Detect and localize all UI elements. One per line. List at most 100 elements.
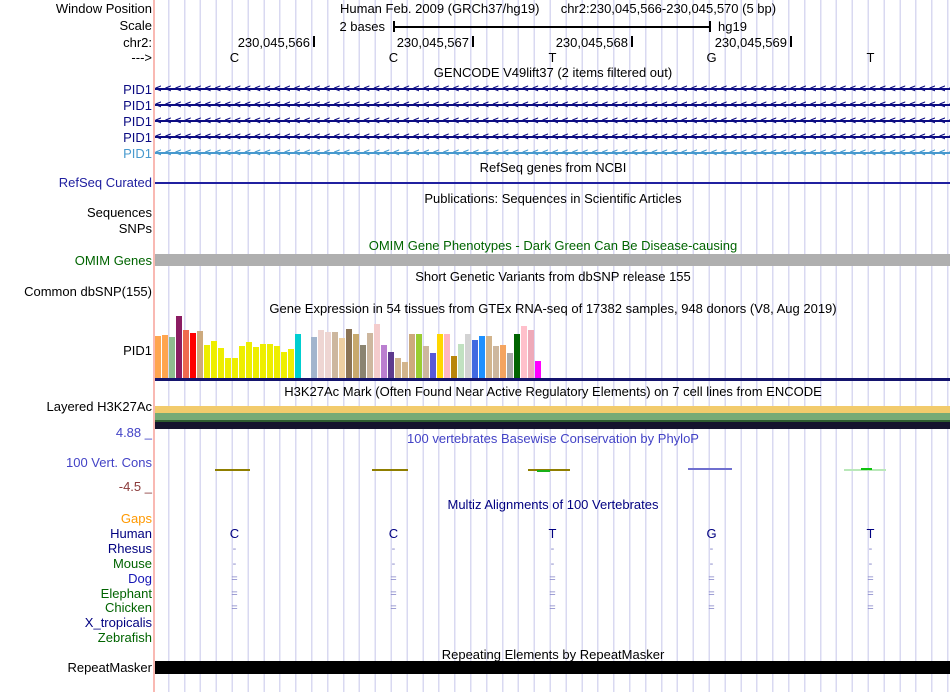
gtex-tissue-bar[interactable] [437,334,443,378]
gtex-tissue-bar[interactable] [318,330,324,378]
gtex-tissue-bar[interactable] [388,352,394,378]
gtex-tissue-bar[interactable] [155,336,161,378]
scale-bases-text: 2 bases [339,19,385,34]
multiz-align-cell: - [709,557,714,570]
gencode-transcript-line[interactable] [155,104,950,106]
repeatmasker-track-bar[interactable] [155,661,950,674]
gtex-tissue-bar[interactable] [190,333,196,378]
assembly-title: Human Feb. 2009 (GRCh37/hg19) [340,1,540,16]
gtex-tissue-bar[interactable] [535,361,541,378]
phylop-mark [215,469,250,471]
gtex-tissue-bar[interactable] [451,356,457,378]
multiz-title: Multiz Alignments of 100 Vertebrates [447,497,659,512]
gtex-tissue-bar[interactable] [514,334,520,378]
gtex-tissue-bar[interactable] [507,353,513,378]
gtex-tissue-bar[interactable] [325,332,331,378]
gtex-tissue-bar[interactable] [465,334,471,378]
gtex-tissue-bar[interactable] [500,345,506,378]
omim-track-bar[interactable] [155,254,950,266]
gencode-item-label[interactable]: PID1 [123,98,152,113]
multiz-species-label[interactable]: Gaps [120,511,152,526]
gencode-transcript-line[interactable] [155,88,950,90]
multiz-align-cell: = [867,572,874,585]
gtex-tissue-bar[interactable] [260,344,266,378]
repeatmasker-label[interactable]: RepeatMasker [67,660,152,675]
gtex-tissue-bar[interactable] [486,336,492,378]
gtex-tissue-bar[interactable] [183,330,189,378]
gtex-tissue-bar[interactable] [416,334,422,378]
gtex-tissue-bar[interactable] [197,331,203,378]
gtex-tissue-bar[interactable] [395,358,401,378]
multiz-species-label[interactable]: Zebrafish [97,630,152,646]
snps-label[interactable]: SNPs [118,221,152,236]
gtex-tissue-bar[interactable] [402,362,408,378]
gtex-tissue-bar[interactable] [346,329,352,378]
common-dbsnp-label[interactable]: Common dbSNP(155) [24,284,152,299]
gtex-tissue-bar[interactable] [458,344,464,378]
gtex-gene-label[interactable]: PID1 [123,343,152,358]
cons-min-label: -4.5 _ [118,479,152,494]
refseq-curated-track-line[interactable] [155,182,950,184]
gtex-tissue-bar[interactable] [444,334,450,378]
gtex-tissue-bar[interactable] [367,333,373,378]
gtex-tissue-bar[interactable] [493,346,499,378]
gtex-tissue-bar[interactable] [162,335,168,378]
sequences-label[interactable]: Sequences [86,205,152,220]
multiz-align-cell: = [231,587,238,600]
multiz-species-label[interactable]: Chicken [105,600,152,616]
gencode-transcript-line[interactable] [155,152,950,154]
gtex-tissue-bar[interactable] [423,346,429,378]
gtex-tissue-bar[interactable] [267,344,273,378]
gtex-tissue-bar[interactable] [218,348,224,378]
gtex-tissue-bar[interactable] [169,337,175,378]
multiz-species-label[interactable]: Rhesus [107,540,152,556]
gtex-tissue-bar[interactable] [232,358,238,378]
gtex-tissue-bar[interactable] [281,352,287,378]
gtex-tissue-bar[interactable] [311,337,317,378]
gencode-transcript-line[interactable] [155,120,950,122]
gtex-tissue-bar[interactable] [528,330,534,378]
omim-genes-label[interactable]: OMIM Genes [74,253,152,268]
multiz-align-cell: G [706,525,717,541]
gtex-tissue-bar[interactable] [339,338,345,378]
gtex-tissue-bar[interactable] [409,334,415,378]
gtex-tissue-bar[interactable] [176,316,182,378]
gtex-baseline [155,378,950,381]
gtex-tissue-bar[interactable] [288,349,294,378]
gtex-tissue-bar[interactable] [211,341,217,378]
gtex-tissue-bar[interactable] [381,345,387,378]
multiz-align-cell: T [548,525,557,541]
gtex-tissue-bar[interactable] [472,340,478,378]
multiz-species-label[interactable]: Mouse [112,555,152,571]
gtex-tissue-bar[interactable] [253,347,259,378]
multiz-species-label[interactable]: Dog [128,570,152,586]
gencode-item-label[interactable]: PID1 [123,82,152,97]
gtex-tissue-bar[interactable] [353,334,359,378]
gtex-tissue-bar[interactable] [295,334,301,378]
refseq-title: RefSeq genes from NCBI [479,160,627,175]
gencode-item-label[interactable]: PID1 [123,146,152,161]
ruler-tick-label: 230,045,568 [555,35,628,50]
gencode-strand-arrows: <<<<<<<<<<<<<<<<<<<<<<<<<<<<<<<<<<<<<<<<… [155,83,950,95]
multiz-align-cell: = [867,587,874,600]
gtex-tissue-bar[interactable] [225,358,231,378]
gtex-tissue-bar[interactable] [332,332,338,378]
gtex-tissue-bar[interactable] [274,346,280,378]
refseq-curated-label[interactable]: RefSeq Curated [58,175,152,190]
gencode-item-label[interactable]: PID1 [123,130,152,145]
layered-h3k27ac-label[interactable]: Layered H3K27Ac [46,399,152,414]
multiz-species-label[interactable]: X_tropicalis [84,615,152,631]
gencode-item-label[interactable]: PID1 [123,114,152,129]
gtex-tissue-bar[interactable] [246,342,252,378]
gtex-tissue-bar[interactable] [360,345,366,378]
multiz-species-label[interactable]: Human [110,525,152,541]
gtex-tissue-bar[interactable] [239,346,245,378]
gtex-tissue-bar[interactable] [204,345,210,378]
gencode-transcript-line[interactable] [155,136,950,138]
vert-cons-label[interactable]: 100 Vert. Cons [66,455,152,470]
multiz-species-label[interactable]: Elephant [100,585,152,601]
gtex-tissue-bar[interactable] [430,353,436,378]
gtex-tissue-bar[interactable] [479,336,485,378]
gtex-tissue-bar[interactable] [374,324,380,378]
gtex-tissue-bar[interactable] [521,326,527,378]
